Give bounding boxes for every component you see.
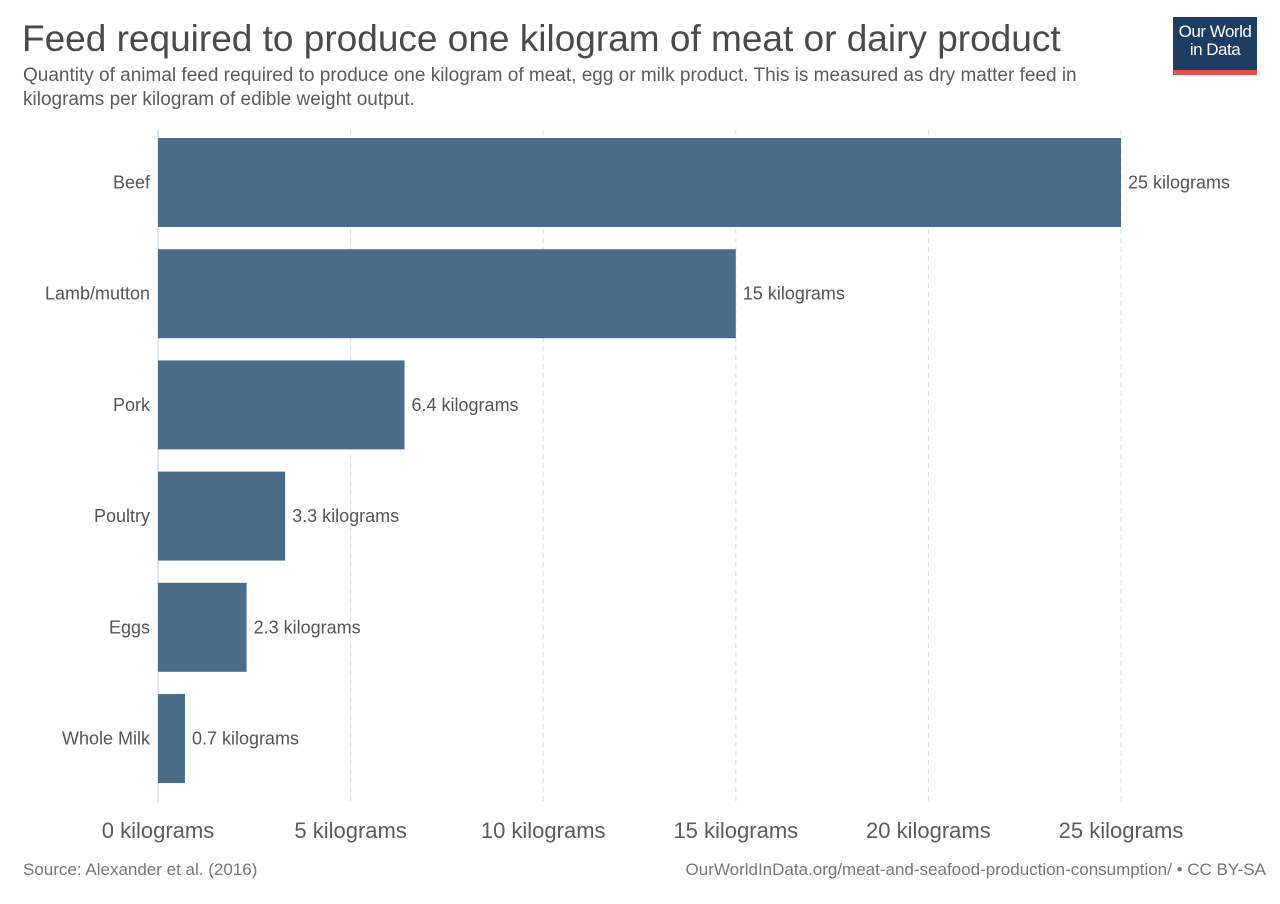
chart-subtitle: Quantity of animal feed required to prod… bbox=[23, 65, 1077, 110]
bar bbox=[158, 249, 736, 339]
category-label: Pork bbox=[113, 395, 151, 415]
x-tick-label: 10 kilograms bbox=[481, 818, 606, 843]
category-label: Beef bbox=[113, 173, 151, 193]
attribution-link[interactable]: OurWorldInData.org/meat-and-seafood-prod… bbox=[685, 860, 1266, 879]
category-label: Whole Milk bbox=[62, 729, 151, 749]
category-label: Lamb/mutton bbox=[45, 284, 150, 304]
category-label: Poultry bbox=[94, 506, 150, 526]
bar bbox=[158, 360, 405, 450]
value-label: 2.3 kilograms bbox=[254, 617, 361, 637]
bar bbox=[158, 138, 1121, 227]
x-tick-label: 0 kilograms bbox=[102, 818, 214, 843]
value-label: 6.4 kilograms bbox=[412, 395, 519, 415]
chart-title: Feed required to produce one kilogram of… bbox=[22, 18, 1061, 59]
category-label: Eggs bbox=[109, 617, 150, 637]
x-tick-label: 20 kilograms bbox=[866, 818, 991, 843]
x-tick-label: 15 kilograms bbox=[673, 818, 798, 843]
bar bbox=[158, 582, 247, 672]
value-label: 0.7 kilograms bbox=[192, 729, 299, 749]
bar bbox=[158, 694, 185, 783]
x-tick-label: 5 kilograms bbox=[294, 818, 406, 843]
logo-line-2: in Data bbox=[1189, 40, 1241, 59]
source-note: Source: Alexander et al. (2016) bbox=[23, 860, 258, 879]
x-tick-label: 25 kilograms bbox=[1059, 818, 1184, 843]
bar bbox=[158, 471, 286, 561]
value-label: 25 kilograms bbox=[1128, 173, 1230, 193]
logo-line-1: Our World bbox=[1178, 22, 1252, 41]
owid-logo[interactable]: Our World in Data bbox=[1173, 17, 1257, 75]
value-label: 15 kilograms bbox=[743, 284, 845, 304]
value-label: 3.3 kilograms bbox=[292, 506, 399, 526]
